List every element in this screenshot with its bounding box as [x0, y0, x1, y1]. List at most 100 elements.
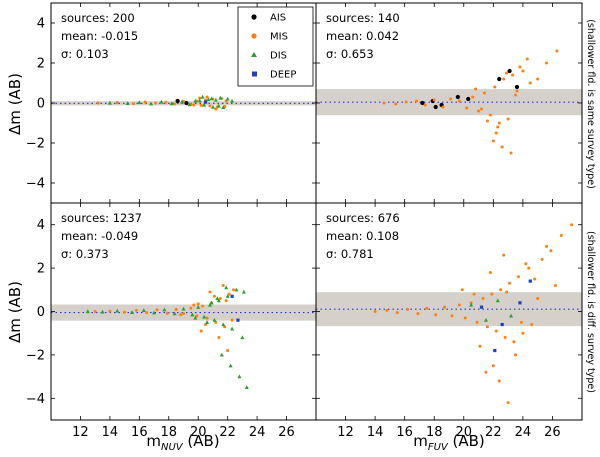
point-mis — [199, 329, 203, 333]
point-mis — [182, 312, 185, 316]
point-mis — [540, 257, 544, 261]
point-mis — [164, 100, 168, 104]
point-mis — [205, 95, 209, 99]
point-mis — [536, 77, 540, 81]
point-dis — [152, 310, 157, 315]
point-mis — [423, 103, 427, 107]
point-mis — [221, 283, 225, 287]
point-mis — [488, 113, 492, 117]
point-mis — [494, 329, 498, 333]
point-mis — [533, 277, 537, 281]
point-dis — [100, 309, 105, 314]
point-mis — [482, 91, 486, 95]
y-tick-label: 2 — [37, 57, 45, 72]
stat-sigma: σ: 0.373 — [61, 247, 109, 261]
stat-mean: mean: -0.015 — [61, 29, 138, 43]
point-mis — [555, 49, 559, 53]
point-mis — [519, 320, 523, 324]
point-mis — [214, 107, 218, 111]
point-mis — [205, 316, 209, 320]
point-mis — [518, 65, 522, 69]
point-dis — [202, 314, 207, 319]
x-tick-label: 20 — [190, 425, 207, 440]
legend-label-dis: DIS — [270, 51, 287, 62]
point-dis — [230, 98, 235, 103]
point-mis — [173, 102, 177, 106]
point-dis — [197, 98, 202, 103]
point-dis — [200, 94, 205, 99]
point-mis — [155, 308, 159, 312]
right-label-bottom: (shallower fld. is diff. survey type) — [585, 231, 596, 393]
legend-label-ais: AIS — [270, 13, 286, 24]
point-dis — [244, 385, 249, 390]
point-dis — [216, 298, 221, 303]
panel-top-left: −4 −2 0 2 4 sources: 200 mean: -0.015 σ: 0.103 — [26, 2, 317, 204]
point-dis — [169, 101, 174, 106]
point-mis — [434, 313, 438, 317]
y-tick-label: 0 — [37, 97, 45, 112]
x-tick-label: 12 — [72, 425, 89, 440]
point-mis — [497, 121, 501, 125]
point-dis — [107, 100, 112, 105]
x-tick-label: 26 — [278, 425, 295, 440]
point-dis — [215, 296, 220, 301]
point-mis — [516, 275, 520, 279]
point-dis — [234, 287, 239, 292]
point-mis — [143, 100, 147, 104]
point-mis — [521, 69, 525, 73]
point-dis — [206, 97, 211, 101]
point-mis — [505, 290, 509, 294]
point-mis — [491, 139, 495, 143]
point-mis — [212, 294, 216, 298]
point-mis — [432, 98, 436, 102]
point-ais — [497, 76, 502, 82]
x-tick-label: 26 — [544, 425, 561, 440]
point-mis — [508, 281, 512, 285]
point-mis — [496, 125, 500, 129]
stat-sources: sources: 200 — [61, 11, 135, 25]
point-dis — [224, 285, 229, 290]
scatter-points — [96, 94, 235, 111]
x-tick-label: 24 — [249, 425, 266, 440]
point-dis — [125, 101, 130, 105]
x-tick-label: 12 — [337, 425, 354, 440]
point-mis — [485, 119, 489, 123]
point-mis — [179, 313, 183, 317]
point-dis — [85, 309, 90, 314]
scatter-points — [85, 283, 249, 390]
point-dis — [196, 304, 201, 309]
point-mis — [199, 103, 203, 107]
stat-sigma: σ: 0.781 — [326, 247, 374, 261]
point-mis — [553, 283, 557, 287]
scatter-points — [373, 223, 574, 405]
legend-marker-deep — [252, 71, 257, 77]
point-mis — [509, 151, 513, 155]
point-dis — [495, 298, 500, 303]
point-mis — [506, 401, 510, 405]
point-mis — [511, 73, 515, 77]
point-dis — [219, 352, 224, 357]
stat-mean: mean: 0.042 — [326, 29, 399, 43]
point-mis — [485, 325, 489, 329]
point-mis — [512, 340, 516, 344]
point-dis — [483, 317, 488, 322]
point-dis — [190, 312, 195, 317]
point-mis — [154, 101, 158, 105]
point-mis — [505, 71, 509, 75]
point-mis — [545, 244, 549, 248]
point-mis — [503, 336, 507, 340]
point-mis — [497, 379, 501, 383]
point-mis — [559, 234, 563, 238]
legend: AIS MIS DIS DEEP — [237, 6, 314, 87]
y-tick-label: 4 — [37, 218, 45, 233]
point-deep — [500, 322, 504, 327]
point-mis — [549, 249, 553, 253]
point-mis — [514, 93, 517, 97]
stat-sources: sources: 140 — [326, 11, 400, 25]
point-ais — [514, 84, 520, 90]
point-dis — [209, 300, 214, 305]
point-deep — [493, 348, 497, 353]
point-mis — [96, 101, 100, 105]
point-ais — [184, 100, 189, 106]
